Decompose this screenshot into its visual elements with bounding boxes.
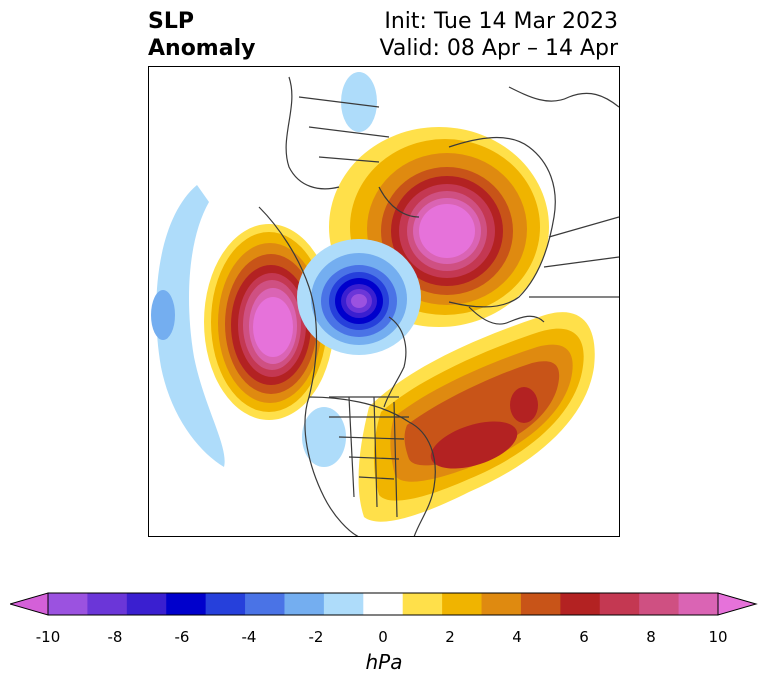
colorbar-tick-label: 0 [378, 628, 388, 646]
colorbar-tick-label: 2 [445, 628, 455, 646]
map-panel [148, 66, 620, 537]
colorbar-segment [126, 593, 167, 615]
colorbar-tick-label: -4 [241, 628, 257, 646]
colorbar-segment [166, 593, 207, 615]
colorbar-segment [481, 593, 522, 615]
colorbar-segment [560, 593, 601, 615]
init-date-label: Init: Tue 14 Mar 2023 [384, 9, 618, 34]
atlantic-positive-anomaly [358, 312, 595, 522]
colorbar-tick-label: 6 [579, 628, 589, 646]
chart-title-dates: Init: Tue 14 Mar 2023 Valid: 08 Apr – 14… [380, 8, 619, 62]
colorbar-segments [48, 593, 719, 615]
central-us-negative-anomaly [302, 407, 346, 467]
valid-range-label: Valid: 08 Apr – 14 Apr [379, 36, 619, 61]
title-variable-line2: Anomaly [148, 36, 256, 61]
colorbar-segment [363, 593, 404, 615]
colorbar-segment [442, 593, 483, 615]
pacific-negative-anomaly [151, 185, 225, 467]
colorbar-segment [520, 593, 561, 615]
colorbar-tick-label: -10 [35, 628, 61, 646]
coastlines-and-borders [258, 76, 619, 536]
colorbar-segment [284, 593, 325, 615]
colorbar-segment [245, 593, 285, 615]
colorbar [10, 592, 758, 616]
colorbar-segment [87, 593, 128, 615]
colorbar-segment [678, 593, 719, 615]
northern-negative-patch [341, 72, 377, 132]
colorbar-tick-label: 4 [512, 628, 522, 646]
colorbar-tick-label: 8 [646, 628, 656, 646]
colorbar-max-extension [717, 592, 758, 616]
colorbar-outline [47, 592, 719, 616]
colorbar-tick-label: -6 [174, 628, 190, 646]
colorbar-segment [205, 593, 246, 615]
colorbar-segment [639, 593, 680, 615]
colorbar-segment [599, 593, 640, 615]
colorbar-segment [323, 593, 364, 615]
colorbar-units-label: hPa [365, 650, 403, 674]
colorbar-segment [402, 593, 443, 615]
chart-title-variable: SLP Anomaly [148, 8, 255, 62]
colorbar-tick-label: 10 [708, 628, 728, 646]
anomaly-map [151, 72, 619, 536]
colorbar-tick-label: -2 [308, 628, 324, 646]
ne-pacific-positive-anomaly [204, 224, 334, 420]
canadian-arctic-negative-anomaly [297, 239, 421, 355]
colorbar-min-extension [10, 592, 49, 616]
colorbar-segment [48, 593, 88, 615]
colorbar-tick-label: -8 [107, 628, 123, 646]
title-variable-line1: SLP [148, 9, 194, 34]
